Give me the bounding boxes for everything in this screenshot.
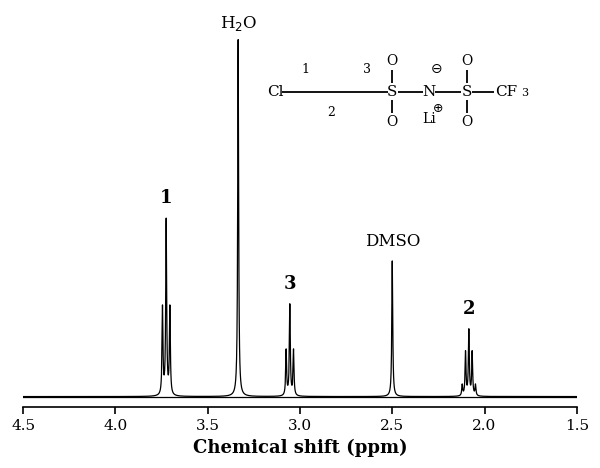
Text: 2: 2 xyxy=(463,300,475,318)
Text: O: O xyxy=(386,54,398,68)
X-axis label: Chemical shift (ppm): Chemical shift (ppm) xyxy=(193,439,407,457)
Text: N: N xyxy=(422,85,436,99)
Text: Cl: Cl xyxy=(266,85,283,99)
Text: S: S xyxy=(387,85,397,99)
Text: CF: CF xyxy=(495,85,517,99)
Text: Li: Li xyxy=(422,112,436,126)
Text: ⊕: ⊕ xyxy=(433,102,443,115)
Text: S: S xyxy=(461,85,472,99)
Text: DMSO: DMSO xyxy=(365,233,420,250)
Text: 3: 3 xyxy=(362,63,371,76)
Text: O: O xyxy=(461,54,472,68)
Text: 3: 3 xyxy=(284,275,296,293)
Text: H$_2$O: H$_2$O xyxy=(220,14,257,32)
Text: O: O xyxy=(386,116,398,130)
Text: 3: 3 xyxy=(521,88,528,98)
Text: ⊖: ⊖ xyxy=(431,62,443,76)
Text: 2: 2 xyxy=(328,106,335,119)
Text: O: O xyxy=(461,116,472,130)
Text: 1: 1 xyxy=(160,190,172,207)
Text: 1: 1 xyxy=(302,63,310,76)
